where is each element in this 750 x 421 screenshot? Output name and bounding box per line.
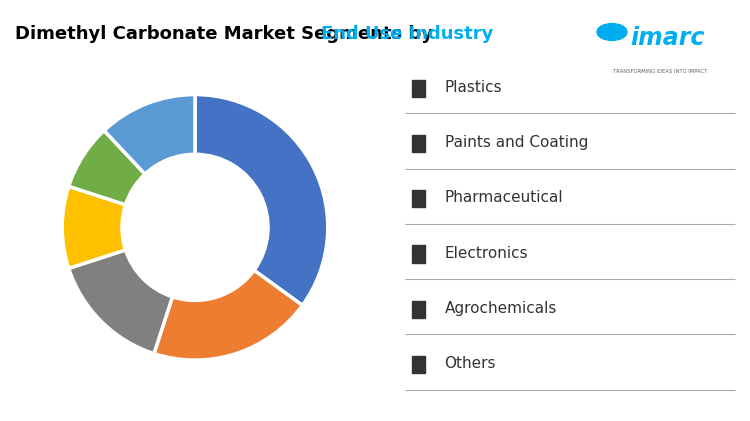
Text: Paints and Coating: Paints and Coating — [445, 135, 588, 150]
Text: Electronics: Electronics — [445, 246, 528, 261]
Circle shape — [597, 24, 627, 40]
Wedge shape — [154, 270, 302, 360]
Bar — [412, 190, 424, 207]
Text: Pharmaceutical: Pharmaceutical — [445, 190, 563, 205]
Bar — [412, 301, 424, 318]
Text: Others: Others — [445, 356, 496, 371]
Text: imarc: imarc — [630, 26, 705, 50]
Wedge shape — [69, 131, 145, 205]
Bar — [412, 80, 424, 97]
Bar — [412, 245, 424, 263]
Wedge shape — [62, 187, 125, 268]
Text: End Use Industry: End Use Industry — [321, 25, 494, 43]
Text: Agrochemicals: Agrochemicals — [445, 301, 557, 316]
Text: Plastics: Plastics — [445, 80, 503, 95]
Wedge shape — [69, 250, 172, 354]
Bar — [412, 356, 424, 373]
Wedge shape — [104, 95, 195, 174]
Bar — [412, 135, 424, 152]
Text: TRANSFORMING IDEAS INTO IMPACT: TRANSFORMING IDEAS INTO IMPACT — [613, 69, 707, 74]
Wedge shape — [195, 95, 328, 305]
Text: Dimethyl Carbonate Market Segments by: Dimethyl Carbonate Market Segments by — [15, 25, 439, 43]
